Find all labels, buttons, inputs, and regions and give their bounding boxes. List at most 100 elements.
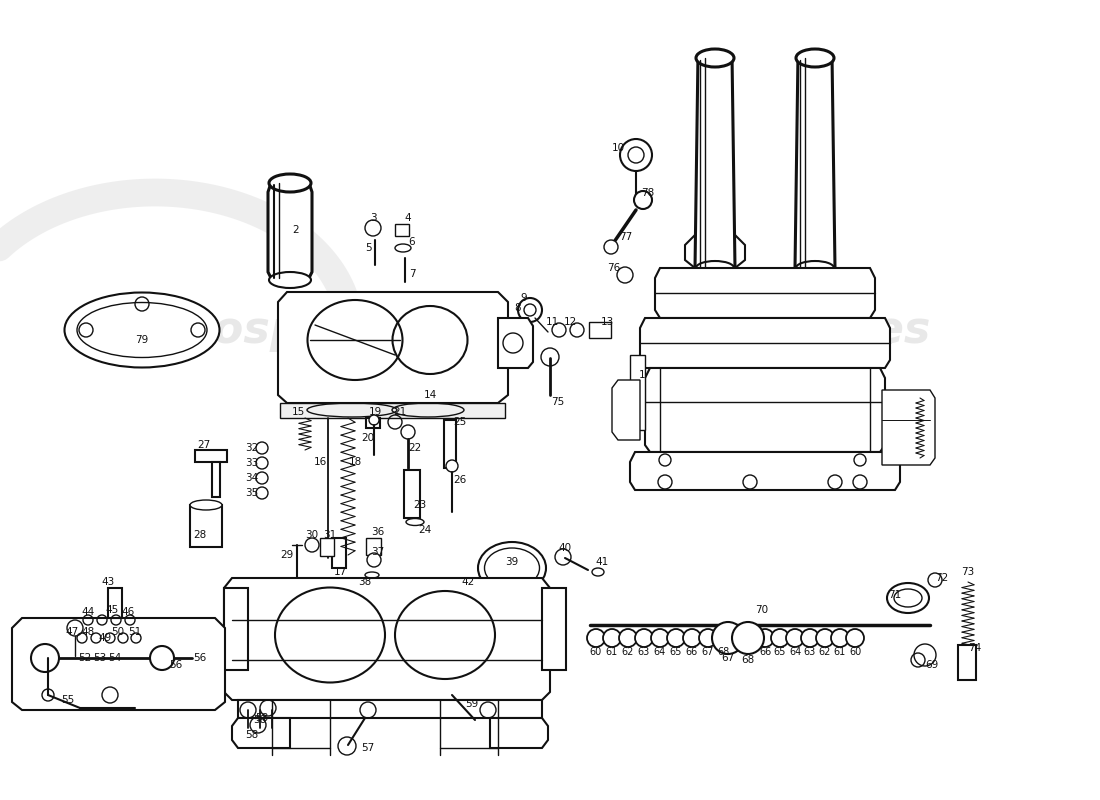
Text: 58: 58 <box>253 715 266 725</box>
Bar <box>332 538 346 568</box>
Text: 31: 31 <box>323 530 337 540</box>
Text: 57: 57 <box>362 743 375 753</box>
Ellipse shape <box>65 293 220 367</box>
Circle shape <box>365 220 381 236</box>
Circle shape <box>587 629 605 647</box>
Bar <box>190 505 222 547</box>
Text: 72: 72 <box>935 573 948 583</box>
Text: 47: 47 <box>65 627 78 637</box>
Text: 8: 8 <box>515 303 521 313</box>
Text: 42: 42 <box>461 577 474 587</box>
Text: 34: 34 <box>245 473 258 483</box>
Circle shape <box>732 622 764 654</box>
Text: 66: 66 <box>686 647 698 657</box>
Text: 4: 4 <box>405 213 411 223</box>
Text: 60: 60 <box>849 647 861 657</box>
Text: 62: 62 <box>818 647 832 657</box>
Text: 18: 18 <box>349 457 362 467</box>
Text: 32: 32 <box>245 443 258 453</box>
Polygon shape <box>695 55 735 268</box>
Circle shape <box>150 646 174 670</box>
Text: 73: 73 <box>961 567 975 577</box>
Text: 21: 21 <box>394 407 407 417</box>
Text: 19: 19 <box>368 407 382 417</box>
Text: 61: 61 <box>606 647 618 657</box>
Text: 22: 22 <box>408 443 421 453</box>
Text: 79: 79 <box>135 335 149 345</box>
Polygon shape <box>630 355 645 430</box>
Text: 58: 58 <box>255 713 268 723</box>
Text: 10: 10 <box>612 143 625 153</box>
Circle shape <box>651 629 669 647</box>
Text: 29: 29 <box>280 550 294 560</box>
Circle shape <box>914 644 936 666</box>
Circle shape <box>712 622 744 654</box>
Text: 25: 25 <box>453 417 466 427</box>
Ellipse shape <box>478 542 546 594</box>
Polygon shape <box>654 268 875 318</box>
Text: 40: 40 <box>559 543 572 553</box>
Polygon shape <box>685 235 745 268</box>
Circle shape <box>698 629 717 647</box>
Circle shape <box>67 620 82 636</box>
Text: 1: 1 <box>639 370 646 380</box>
Text: 45: 45 <box>106 605 119 615</box>
Circle shape <box>756 629 774 647</box>
Text: 50: 50 <box>111 627 124 637</box>
Circle shape <box>617 267 632 283</box>
Text: 63: 63 <box>638 647 650 657</box>
Circle shape <box>402 425 415 439</box>
Text: 65: 65 <box>773 647 786 657</box>
Ellipse shape <box>406 518 424 526</box>
Text: 68: 68 <box>718 647 730 657</box>
Text: 56: 56 <box>169 660 183 670</box>
Circle shape <box>256 442 268 454</box>
Polygon shape <box>882 390 935 465</box>
Text: 60: 60 <box>590 647 602 657</box>
Ellipse shape <box>365 572 380 578</box>
Polygon shape <box>238 700 542 718</box>
Ellipse shape <box>796 49 834 67</box>
Bar <box>395 224 409 236</box>
Text: 6: 6 <box>409 237 416 247</box>
Text: 17: 17 <box>333 567 346 577</box>
Text: 41: 41 <box>595 557 608 567</box>
Ellipse shape <box>270 272 311 288</box>
Polygon shape <box>278 292 508 403</box>
Circle shape <box>801 629 820 647</box>
Polygon shape <box>224 578 550 700</box>
Circle shape <box>635 629 653 647</box>
Ellipse shape <box>796 261 834 275</box>
Text: 9: 9 <box>520 293 527 303</box>
Text: 59: 59 <box>465 699 478 709</box>
Text: 67: 67 <box>722 653 735 663</box>
Polygon shape <box>12 618 225 710</box>
Polygon shape <box>612 380 640 440</box>
Text: 39: 39 <box>505 557 518 567</box>
Text: 62: 62 <box>621 647 635 657</box>
Circle shape <box>368 415 379 425</box>
Text: 38: 38 <box>359 577 372 587</box>
Text: 30: 30 <box>306 530 319 540</box>
Polygon shape <box>795 55 835 268</box>
Text: 7: 7 <box>409 269 416 279</box>
Circle shape <box>683 629 701 647</box>
Circle shape <box>256 457 268 469</box>
Polygon shape <box>232 718 290 748</box>
Circle shape <box>518 298 542 322</box>
Polygon shape <box>224 588 248 670</box>
Text: 28: 28 <box>194 530 207 540</box>
Circle shape <box>786 629 804 647</box>
Text: 35: 35 <box>245 488 258 498</box>
Text: 24: 24 <box>418 525 431 535</box>
Text: 26: 26 <box>453 475 466 485</box>
Text: 56: 56 <box>194 653 207 663</box>
Text: 33: 33 <box>245 458 258 468</box>
Circle shape <box>771 629 789 647</box>
Text: 14: 14 <box>424 390 437 400</box>
Circle shape <box>634 191 652 209</box>
Text: 36: 36 <box>372 527 385 537</box>
Text: 11: 11 <box>546 317 559 327</box>
Polygon shape <box>645 368 886 452</box>
Circle shape <box>715 629 733 647</box>
